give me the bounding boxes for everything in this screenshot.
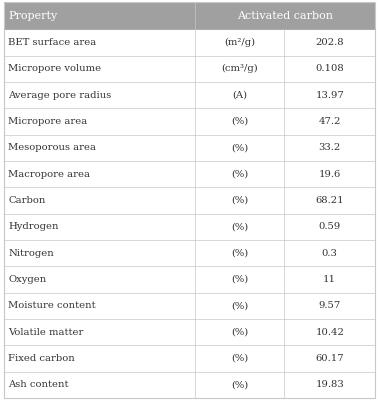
Text: BET surface area: BET surface area xyxy=(8,38,97,47)
Text: 10.42: 10.42 xyxy=(315,328,344,337)
Bar xyxy=(4,2,375,29)
Text: (m²/g): (m²/g) xyxy=(224,38,255,47)
Bar xyxy=(4,82,375,108)
Text: (%): (%) xyxy=(231,301,248,310)
Text: Hydrogen: Hydrogen xyxy=(8,222,59,231)
Text: Macropore area: Macropore area xyxy=(8,170,90,178)
Text: (cm³/g): (cm³/g) xyxy=(221,64,258,73)
Text: (%): (%) xyxy=(231,222,248,231)
Text: (%): (%) xyxy=(231,249,248,258)
Bar xyxy=(4,240,375,266)
Bar xyxy=(4,134,375,161)
Bar xyxy=(4,161,375,187)
Bar xyxy=(4,108,375,134)
Text: 9.57: 9.57 xyxy=(319,301,341,310)
Text: (A): (A) xyxy=(232,90,247,100)
Text: Nitrogen: Nitrogen xyxy=(8,249,54,258)
Bar xyxy=(4,319,375,345)
Text: 11: 11 xyxy=(323,275,336,284)
Text: (%): (%) xyxy=(231,117,248,126)
Text: (%): (%) xyxy=(231,196,248,205)
Text: 0.3: 0.3 xyxy=(322,249,338,258)
Text: (%): (%) xyxy=(231,275,248,284)
Bar xyxy=(4,214,375,240)
Text: Property: Property xyxy=(8,10,58,20)
Text: Average pore radius: Average pore radius xyxy=(8,90,111,100)
Text: Oxygen: Oxygen xyxy=(8,275,47,284)
Bar xyxy=(4,266,375,293)
Text: 47.2: 47.2 xyxy=(318,117,341,126)
Text: 68.21: 68.21 xyxy=(315,196,344,205)
Text: 0.59: 0.59 xyxy=(319,222,341,231)
Text: Carbon: Carbon xyxy=(8,196,46,205)
Text: Micropore area: Micropore area xyxy=(8,117,88,126)
Text: Moisture content: Moisture content xyxy=(8,301,96,310)
Text: Mesoporous area: Mesoporous area xyxy=(8,143,96,152)
Text: 19.83: 19.83 xyxy=(315,380,344,389)
Text: (%): (%) xyxy=(231,380,248,389)
Text: 19.6: 19.6 xyxy=(319,170,341,178)
Text: (%): (%) xyxy=(231,170,248,178)
Text: 0.108: 0.108 xyxy=(315,64,344,73)
Text: (%): (%) xyxy=(231,328,248,337)
Text: Micropore volume: Micropore volume xyxy=(8,64,102,73)
Bar xyxy=(4,293,375,319)
Text: Volatile matter: Volatile matter xyxy=(8,328,84,337)
Text: 13.97: 13.97 xyxy=(315,90,344,100)
Text: Ash content: Ash content xyxy=(8,380,69,389)
Bar xyxy=(4,29,375,56)
Text: Activated carbon: Activated carbon xyxy=(237,10,333,20)
Bar xyxy=(4,56,375,82)
Text: 33.2: 33.2 xyxy=(319,143,341,152)
Text: 60.17: 60.17 xyxy=(315,354,344,363)
Text: (%): (%) xyxy=(231,143,248,152)
Bar xyxy=(4,345,375,372)
Text: (%): (%) xyxy=(231,354,248,363)
Bar xyxy=(4,372,375,398)
Text: 202.8: 202.8 xyxy=(315,38,344,47)
Bar xyxy=(4,187,375,214)
Text: Fixed carbon: Fixed carbon xyxy=(8,354,75,363)
